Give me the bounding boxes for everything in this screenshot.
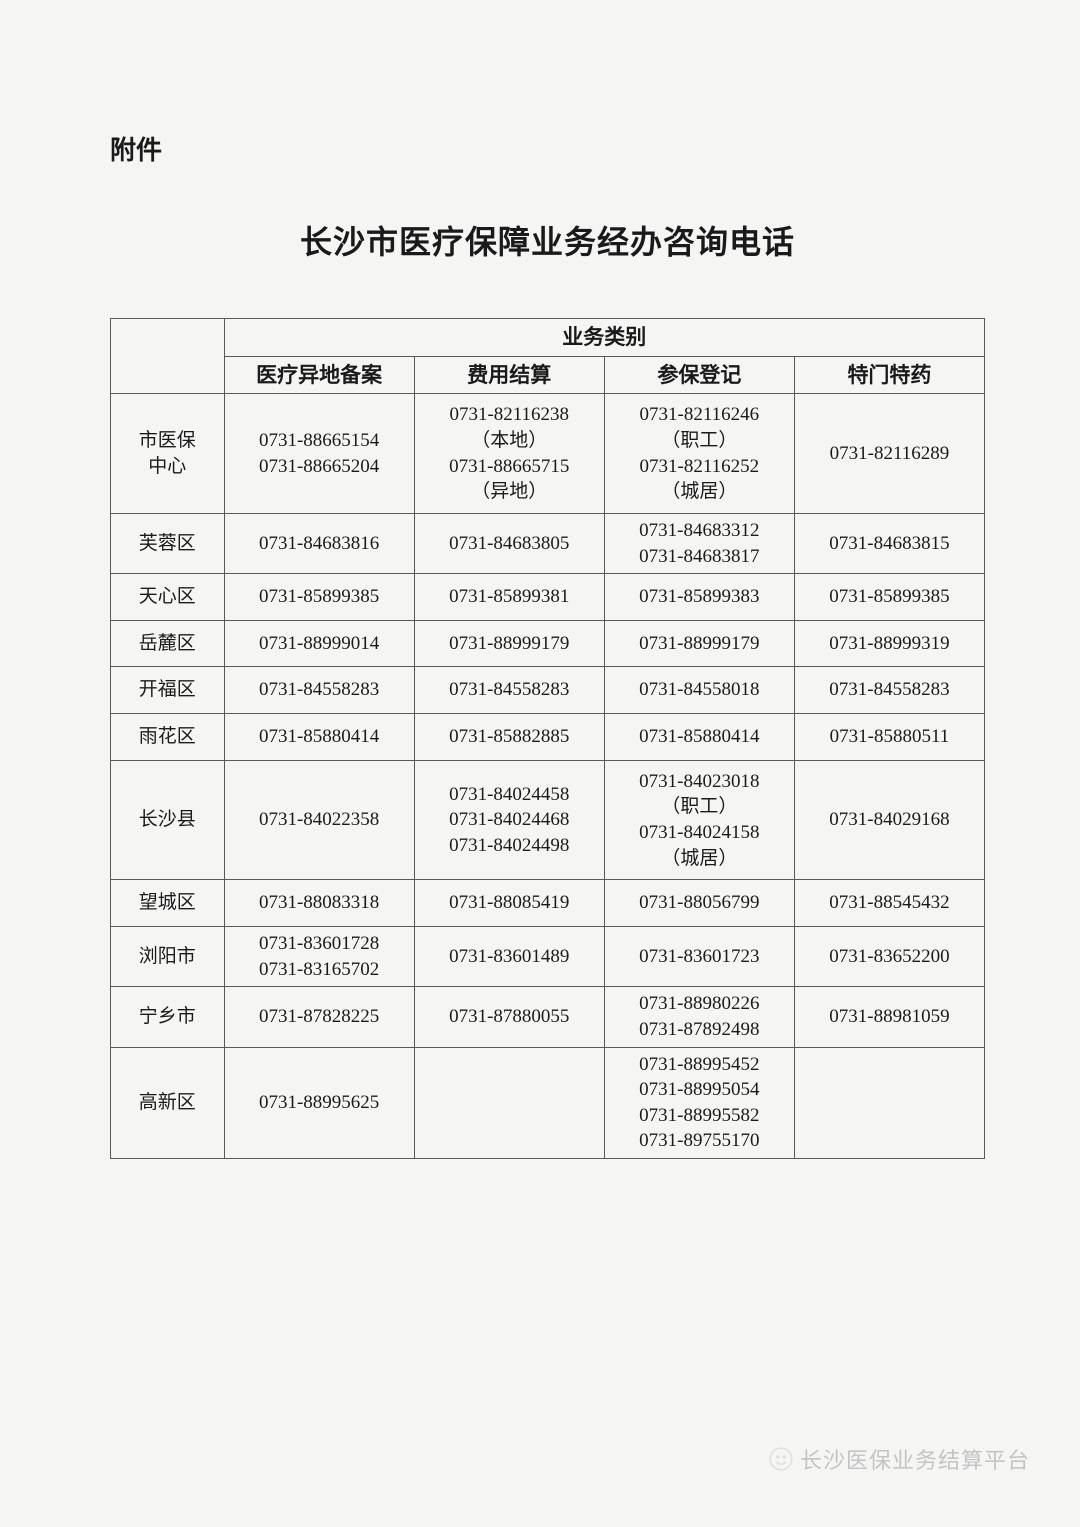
region-cell: 开福区 bbox=[111, 667, 225, 714]
col3-cell: 0731-88995452 0731-88995054 0731-8899558… bbox=[604, 1047, 794, 1159]
col2-cell: 0731-83601489 bbox=[414, 926, 604, 986]
col4-cell: 0731-83652200 bbox=[794, 926, 984, 986]
col1-cell: 0731-88999014 bbox=[224, 620, 414, 667]
col1-cell: 0731-85880414 bbox=[224, 714, 414, 761]
col3-cell: 0731-82116246 （职工） 0731-82116252 （城居） bbox=[604, 394, 794, 514]
col2-cell: 0731-84024458 0731-84024468 0731-8402449… bbox=[414, 760, 604, 880]
col1-cell: 0731-87828225 bbox=[224, 987, 414, 1047]
col1-cell: 0731-88665154 0731-88665204 bbox=[224, 394, 414, 514]
table-header-col3: 参保登记 bbox=[604, 357, 794, 394]
table-row: 雨花区0731-858804140731-858828850731-858804… bbox=[111, 714, 985, 761]
col4-cell: 0731-84029168 bbox=[794, 760, 984, 880]
table-row: 望城区0731-880833180731-880854190731-880567… bbox=[111, 880, 985, 927]
col4-cell bbox=[794, 1047, 984, 1159]
wechat-icon bbox=[768, 1446, 794, 1472]
table-header-col1: 医疗异地备案 bbox=[224, 357, 414, 394]
region-cell: 岳麓区 bbox=[111, 620, 225, 667]
table-row: 开福区0731-845582830731-845582830731-845580… bbox=[111, 667, 985, 714]
table-header-col4: 特门特药 bbox=[794, 357, 984, 394]
phone-table: 业务类别 医疗异地备案 费用结算 参保登记 特门特药 市医保 中心0731-88… bbox=[110, 318, 985, 1159]
col1-cell: 0731-84022358 bbox=[224, 760, 414, 880]
col4-cell: 0731-88999319 bbox=[794, 620, 984, 667]
col2-cell: 0731-82116238 （本地） 0731-88665715 （异地） bbox=[414, 394, 604, 514]
col3-cell: 0731-88056799 bbox=[604, 880, 794, 927]
region-cell: 望城区 bbox=[111, 880, 225, 927]
col2-cell bbox=[414, 1047, 604, 1159]
col1-cell: 0731-88995625 bbox=[224, 1047, 414, 1159]
region-cell: 天心区 bbox=[111, 574, 225, 621]
region-cell: 芙蓉区 bbox=[111, 513, 225, 573]
col4-cell: 0731-85899385 bbox=[794, 574, 984, 621]
col2-cell: 0731-84558283 bbox=[414, 667, 604, 714]
col4-cell: 0731-88545432 bbox=[794, 880, 984, 927]
table-row: 高新区0731-88995625 0731-88995452 0731-88995… bbox=[111, 1047, 985, 1159]
col3-cell: 0731-84558018 bbox=[604, 667, 794, 714]
watermark-text: 长沙医保业务结算平台 bbox=[800, 1443, 1030, 1475]
region-cell: 浏阳市 bbox=[111, 926, 225, 986]
col2-cell: 0731-87880055 bbox=[414, 987, 604, 1047]
col1-cell: 0731-84558283 bbox=[224, 667, 414, 714]
table-row: 宁乡市0731-878282250731-878800550731-889802… bbox=[111, 987, 985, 1047]
col3-cell: 0731-85899383 bbox=[604, 574, 794, 621]
col1-cell: 0731-85899385 bbox=[224, 574, 414, 621]
table-row: 长沙县0731-840223580731-84024458 0731-84024… bbox=[111, 760, 985, 880]
col4-cell: 0731-88981059 bbox=[794, 987, 984, 1047]
table-header-category: 业务类别 bbox=[224, 319, 984, 357]
col3-cell: 0731-88980226 0731-87892498 bbox=[604, 987, 794, 1047]
col2-cell: 0731-84683805 bbox=[414, 513, 604, 573]
col1-cell: 0731-84683816 bbox=[224, 513, 414, 573]
col3-cell: 0731-84683312 0731-84683817 bbox=[604, 513, 794, 573]
table-row: 浏阳市0731-83601728 0731-831657020731-83601… bbox=[111, 926, 985, 986]
table-row: 市医保 中心0731-88665154 0731-886652040731-82… bbox=[111, 394, 985, 514]
region-cell: 市医保 中心 bbox=[111, 394, 225, 514]
col1-cell: 0731-83601728 0731-83165702 bbox=[224, 926, 414, 986]
table-row: 天心区0731-858993850731-858993810731-858993… bbox=[111, 574, 985, 621]
region-cell: 宁乡市 bbox=[111, 987, 225, 1047]
col3-cell: 0731-85880414 bbox=[604, 714, 794, 761]
col4-cell: 0731-84683815 bbox=[794, 513, 984, 573]
region-cell: 高新区 bbox=[111, 1047, 225, 1159]
col3-cell: 0731-84023018 （职工） 0731-84024158 （城居） bbox=[604, 760, 794, 880]
col2-cell: 0731-85899381 bbox=[414, 574, 604, 621]
attachment-label: 附件 bbox=[110, 130, 985, 167]
col2-cell: 0731-85882885 bbox=[414, 714, 604, 761]
col3-cell: 0731-83601723 bbox=[604, 926, 794, 986]
col2-cell: 0731-88085419 bbox=[414, 880, 604, 927]
watermark: 长沙医保业务结算平台 bbox=[768, 1443, 1030, 1475]
col2-cell: 0731-88999179 bbox=[414, 620, 604, 667]
page-title: 长沙市医疗保障业务经办咨询电话 bbox=[110, 217, 985, 263]
document-page: 附件 长沙市医疗保障业务经办咨询电话 业务类别 医疗异地备案 费用结算 参保登记… bbox=[0, 0, 1080, 1159]
table-row: 芙蓉区0731-846838160731-846838050731-846833… bbox=[111, 513, 985, 573]
table-body: 市医保 中心0731-88665154 0731-886652040731-82… bbox=[111, 394, 985, 1159]
table-header-col2: 费用结算 bbox=[414, 357, 604, 394]
region-cell: 雨花区 bbox=[111, 714, 225, 761]
col4-cell: 0731-85880511 bbox=[794, 714, 984, 761]
col4-cell: 0731-84558283 bbox=[794, 667, 984, 714]
col4-cell: 0731-82116289 bbox=[794, 394, 984, 514]
col1-cell: 0731-88083318 bbox=[224, 880, 414, 927]
region-cell: 长沙县 bbox=[111, 760, 225, 880]
col3-cell: 0731-88999179 bbox=[604, 620, 794, 667]
table-header-blank bbox=[111, 319, 225, 394]
table-row: 岳麓区0731-889990140731-889991790731-889991… bbox=[111, 620, 985, 667]
